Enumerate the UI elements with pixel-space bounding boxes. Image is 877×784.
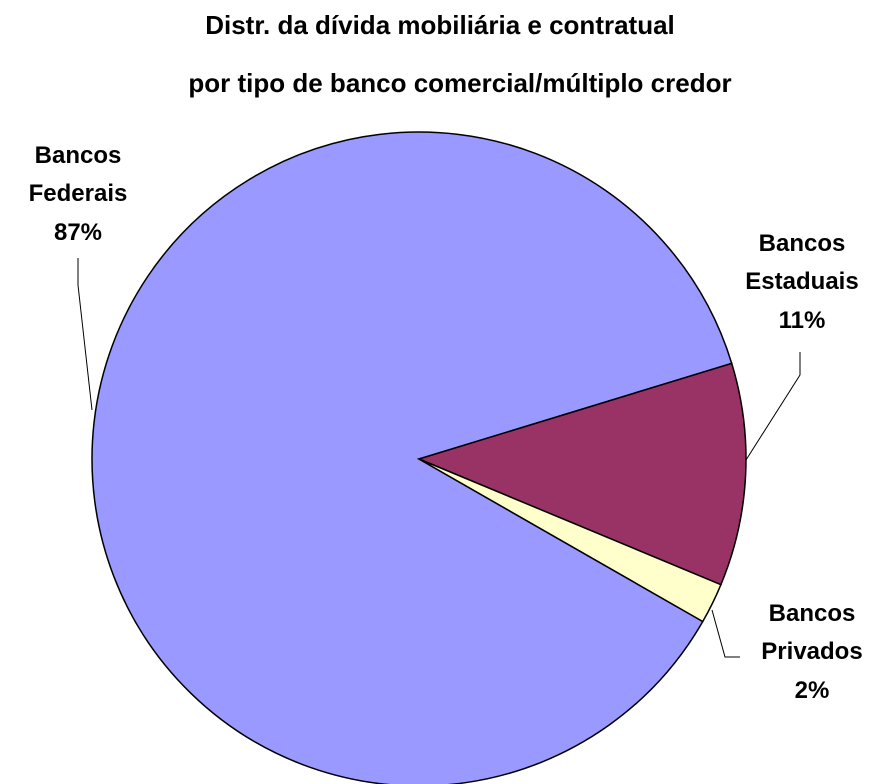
slice-label-line: Privados — [761, 638, 862, 665]
leader-line — [77, 258, 93, 411]
chart-title: Distr. da dívida mobiliária e contratual — [205, 10, 675, 40]
pie-slice — [418, 458, 722, 623]
slice-label-line: Bancos — [769, 600, 856, 627]
slice-label: Bancos Estaduais — [745, 230, 858, 295]
slice-label-line: Estaduais — [745, 268, 858, 295]
slice-label: Bancos Privados — [761, 600, 862, 665]
pie-slice — [416, 362, 747, 586]
leader-line — [711, 609, 740, 658]
pie-slice — [91, 131, 733, 784]
pie — [91, 131, 747, 784]
value-label: 2% — [795, 677, 830, 704]
leader-line — [745, 352, 801, 461]
slice-label-line: Bancos — [35, 142, 122, 169]
slice-label: Bancos Federais — [29, 142, 128, 207]
value-label: 11% — [779, 307, 826, 334]
chart-subtitle: por tipo de banco comercial/múltiplo cre… — [188, 68, 731, 98]
slice-label-line: Bancos — [759, 230, 846, 257]
value-label: 87% — [54, 219, 102, 246]
slice-label-line: Federais — [29, 180, 128, 207]
